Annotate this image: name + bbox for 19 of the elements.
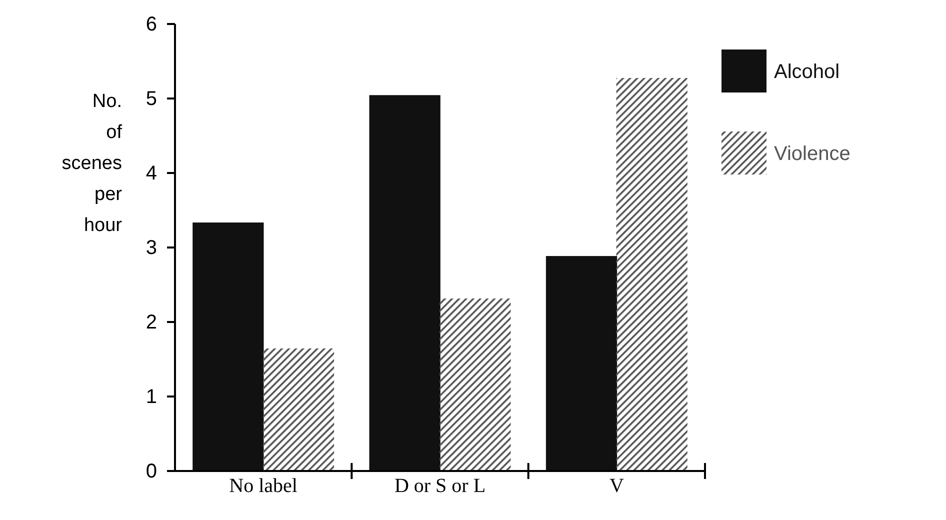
bar (262, 348, 334, 472)
x-tick-label: No label (229, 475, 298, 497)
x-tick-label: V (609, 475, 624, 497)
x-tick-label: D or S or L (394, 475, 486, 497)
y-tick-label: 3 (146, 236, 157, 259)
legend-label: Alcohol (774, 61, 840, 83)
bar (369, 95, 440, 472)
bar (440, 298, 511, 472)
bar (192, 222, 264, 472)
y-axis-title: No. of scenes per hour (62, 91, 123, 236)
bar (616, 78, 688, 472)
y-tick-label: 5 (146, 88, 157, 110)
y-tick-label: 1 (146, 386, 157, 408)
bar (546, 256, 618, 472)
y-tick-label: 2 (146, 311, 157, 334)
y-tick-label: 0 (146, 460, 157, 482)
legend-label: Violence (774, 143, 850, 165)
y-tick-label: 4 (146, 162, 157, 184)
y-tick-label: 6 (146, 13, 157, 36)
